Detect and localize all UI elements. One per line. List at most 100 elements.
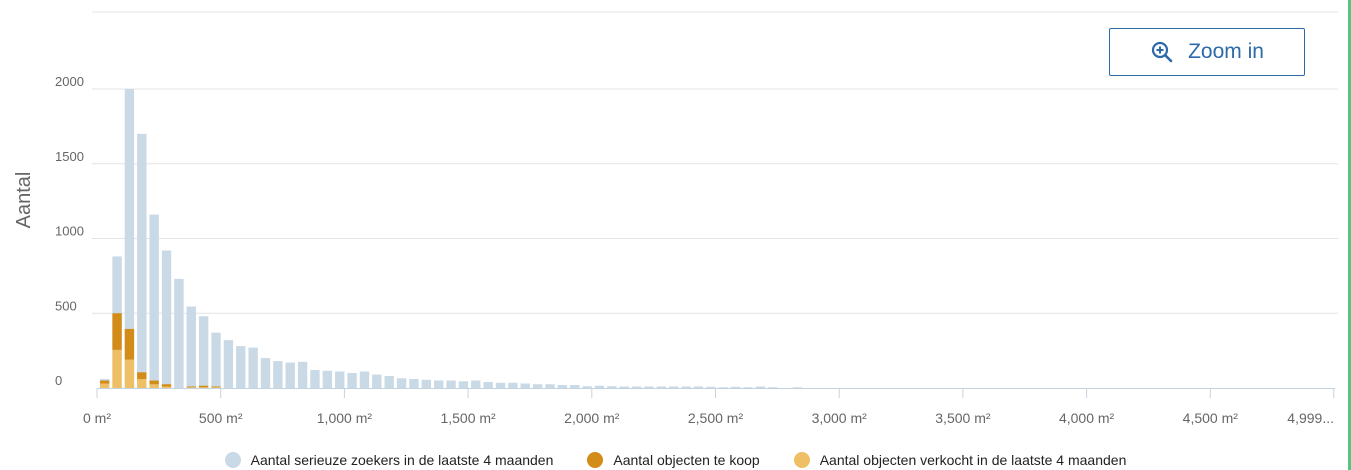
x-tick-label: 3,500 m² xyxy=(935,410,991,426)
bar-searchers xyxy=(297,361,308,388)
bar-for-sale xyxy=(112,313,122,350)
bar-for-sale xyxy=(149,380,159,385)
x-tick-label: 4,999... xyxy=(1287,410,1334,426)
bar-searchers xyxy=(631,386,642,388)
bar-searchers xyxy=(359,371,370,388)
legend-marker xyxy=(224,452,241,468)
bar-for-sale xyxy=(100,380,110,384)
bar-sold xyxy=(100,383,110,388)
zoom-in-icon xyxy=(1150,40,1174,64)
bar-searchers xyxy=(421,379,431,388)
bar-searchers xyxy=(248,347,258,388)
x-tick-label: 4,000 m² xyxy=(1059,410,1115,426)
bar-searchers xyxy=(570,385,580,388)
bar-searchers xyxy=(124,89,135,388)
bar-searchers xyxy=(669,386,679,388)
bar-sold xyxy=(211,387,221,388)
bar-searchers xyxy=(792,387,803,388)
legend-marker xyxy=(793,452,810,468)
x-tick-label: 1,500 m² xyxy=(440,410,496,426)
bar-searchers xyxy=(693,386,704,388)
bar-searchers xyxy=(322,370,333,388)
legend-item[interactable]: Aantal serieuze zoekers in de laatste 4 … xyxy=(224,452,554,468)
bar-searchers xyxy=(520,383,530,388)
bar-searchers xyxy=(644,386,654,388)
bar-searchers xyxy=(285,362,295,388)
bar-for-sale xyxy=(186,386,196,388)
bar-searchers xyxy=(495,382,506,388)
zoom-in-label: Zoom in xyxy=(1188,40,1264,63)
x-tick-label: 4,500 m² xyxy=(1183,410,1239,426)
bar-searchers xyxy=(607,386,617,388)
x-tick-label: 2,000 m² xyxy=(564,410,620,426)
bar-sold xyxy=(198,387,209,388)
x-tick-label: 1,000 m² xyxy=(317,410,373,426)
bar-searchers xyxy=(594,385,605,388)
bar-searchers xyxy=(409,379,419,388)
bar-searchers xyxy=(335,371,345,388)
bar-for-sale xyxy=(137,372,147,380)
bar-searchers xyxy=(384,376,394,388)
bar-searchers xyxy=(236,346,246,388)
bar-sold xyxy=(112,349,122,388)
x-tick-label: 3,000 m² xyxy=(812,410,868,426)
legend-label: Aantal objecten te koop xyxy=(613,452,760,468)
bar-searchers xyxy=(730,386,741,388)
right-accent-border xyxy=(1348,0,1351,470)
legend-item[interactable]: Aantal objecten te koop xyxy=(587,452,760,468)
bar-sold xyxy=(186,387,196,388)
bar-searchers xyxy=(545,384,555,388)
bar-searchers xyxy=(161,250,172,388)
bar-searchers xyxy=(260,358,271,388)
bar-searchers xyxy=(186,306,196,388)
bar-searchers xyxy=(458,381,469,388)
y-tick-label: 0 xyxy=(55,373,62,388)
bar-searchers xyxy=(582,386,592,388)
chart-legend: Aantal serieuze zoekers in de laatste 4 … xyxy=(0,450,1351,470)
histogram-chart: 0 500 1000 1500 2000 Aantal 0 m² 500 m² 1,000 m²… xyxy=(13,11,1338,426)
x-tick-label: 2,500 m² xyxy=(688,410,744,426)
bar-searchers xyxy=(767,387,778,388)
x-tick-label: 0 m² xyxy=(83,410,111,426)
bar-searchers xyxy=(483,382,493,388)
bar-searchers xyxy=(508,382,518,388)
legend-label: Aantal serieuze zoekers in de laatste 4 … xyxy=(250,452,554,468)
bar-searchers xyxy=(532,384,543,388)
y-tick-label: 500 xyxy=(55,298,77,313)
bar-searchers xyxy=(211,332,221,388)
bar-searchers xyxy=(619,386,629,388)
bar-for-sale xyxy=(211,386,221,388)
bar-for-sale xyxy=(161,384,172,387)
bar-for-sale xyxy=(198,385,209,388)
bar-searchers xyxy=(557,385,568,388)
x-tick-label: 500 m² xyxy=(199,410,243,426)
bar-searchers xyxy=(273,361,283,388)
y-tick-label: 1500 xyxy=(55,149,84,164)
bar-searchers xyxy=(174,278,184,388)
bar-searchers xyxy=(656,386,667,388)
bar-searchers xyxy=(310,370,320,388)
y-tick-label: 1000 xyxy=(55,224,84,239)
bar-searchers xyxy=(149,214,159,388)
bar-searchers xyxy=(347,373,357,388)
bar-searchers xyxy=(743,387,753,388)
bar-for-sale xyxy=(124,328,135,360)
bar-searchers xyxy=(755,386,765,388)
bar-sold xyxy=(149,384,159,388)
bar-searchers xyxy=(433,380,444,388)
zoom-in-button[interactable]: Zoom in xyxy=(1109,28,1305,76)
legend-marker xyxy=(587,452,604,468)
bar-searchers xyxy=(198,316,209,388)
bar-sold xyxy=(137,379,147,388)
bar-searchers xyxy=(471,380,481,388)
bar-searchers xyxy=(372,374,382,388)
legend-label: Aantal objecten verkocht in de laatste 4… xyxy=(819,452,1127,468)
bar-searchers xyxy=(396,378,407,388)
bar-searchers xyxy=(446,380,456,388)
bar-sold xyxy=(124,359,135,388)
bar-searchers xyxy=(718,387,728,388)
y-tick-label: 2000 xyxy=(55,74,84,89)
bar-sold xyxy=(161,386,172,388)
legend-item[interactable]: Aantal objecten verkocht in de laatste 4… xyxy=(793,452,1127,468)
bar-searchers xyxy=(681,386,691,388)
